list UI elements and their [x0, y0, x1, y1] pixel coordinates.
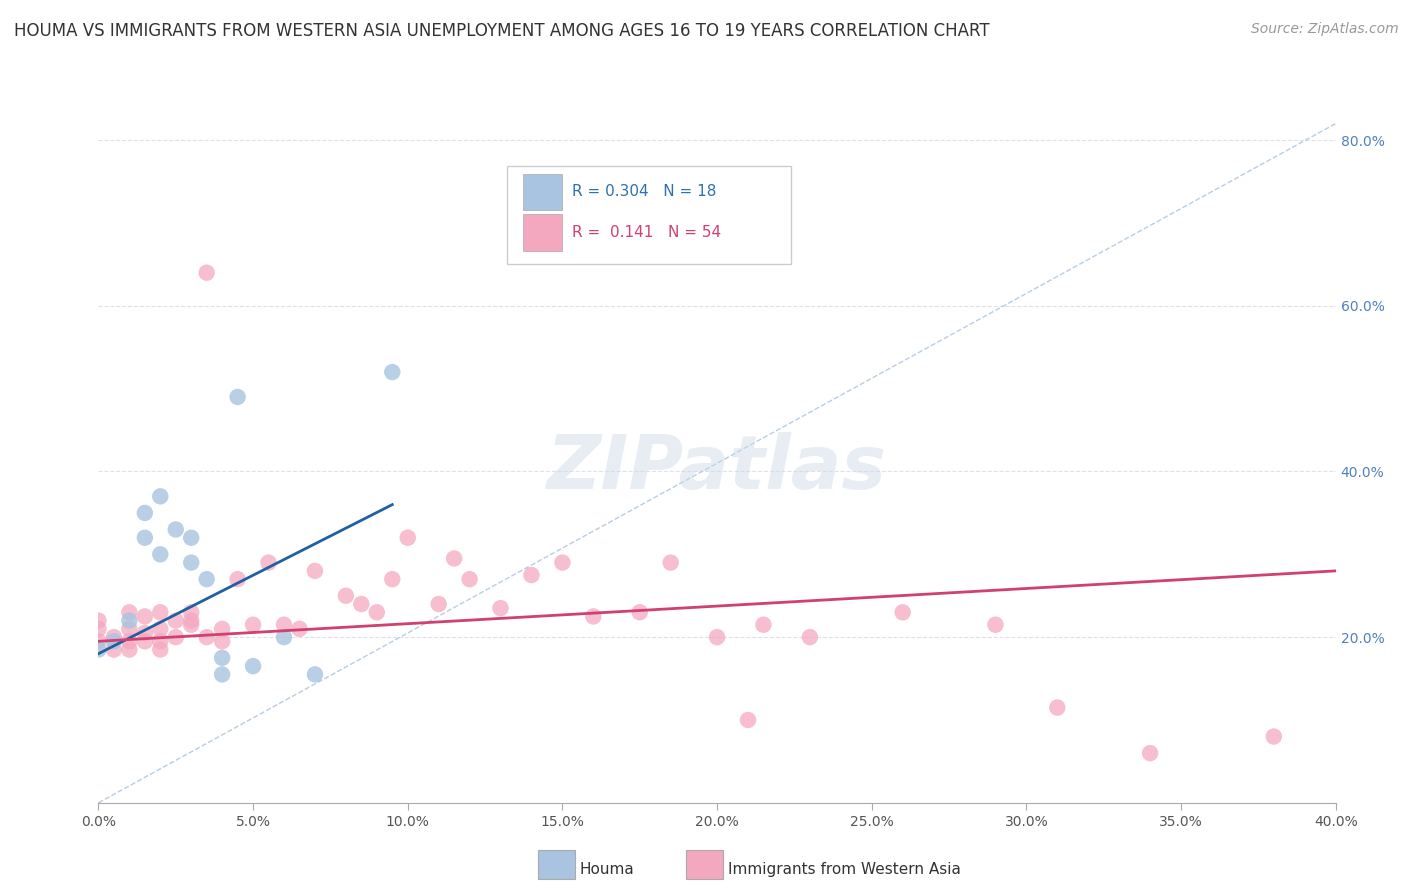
Point [180, 614, 202, 628]
Point [257, 556, 280, 570]
Text: Source: ZipAtlas.com: Source: ZipAtlas.com [1251, 22, 1399, 37]
Text: ZIPatlas: ZIPatlas [547, 433, 887, 506]
Point [288, 622, 311, 636]
Point [118, 605, 141, 619]
Point [118, 642, 141, 657]
Point [134, 634, 156, 648]
Point [165, 630, 187, 644]
Point [242, 659, 264, 673]
Point [520, 568, 543, 582]
Point [134, 626, 156, 640]
Point [226, 572, 249, 586]
Point [211, 634, 233, 648]
Text: Immigrants from Western Asia: Immigrants from Western Asia [728, 863, 962, 877]
Point [799, 630, 821, 644]
Point [659, 556, 682, 570]
Point [1139, 746, 1161, 760]
Point [149, 642, 172, 657]
Point [149, 634, 172, 648]
Point [87, 642, 110, 657]
Point [103, 634, 125, 648]
Point [87, 622, 110, 636]
Text: R = 0.304   N = 18: R = 0.304 N = 18 [572, 185, 717, 199]
Text: HOUMA VS IMMIGRANTS FROM WESTERN ASIA UNEMPLOYMENT AMONG AGES 16 TO 19 YEARS COR: HOUMA VS IMMIGRANTS FROM WESTERN ASIA UN… [14, 22, 990, 40]
Point [134, 609, 156, 624]
Point [180, 605, 202, 619]
Point [165, 523, 187, 537]
Point [304, 667, 326, 681]
Point [984, 617, 1007, 632]
FancyBboxPatch shape [523, 214, 562, 251]
Point [427, 597, 450, 611]
Point [226, 390, 249, 404]
FancyBboxPatch shape [506, 166, 792, 263]
Point [706, 630, 728, 644]
Point [149, 489, 172, 503]
Point [458, 572, 481, 586]
Point [180, 556, 202, 570]
Point [118, 634, 141, 648]
Point [211, 622, 233, 636]
Point [134, 506, 156, 520]
Point [335, 589, 357, 603]
Point [381, 365, 404, 379]
Point [489, 601, 512, 615]
Point [195, 572, 218, 586]
Point [381, 572, 404, 586]
Point [628, 605, 651, 619]
Point [149, 622, 172, 636]
Point [273, 617, 295, 632]
Point [891, 605, 914, 619]
Point [551, 556, 574, 570]
Point [273, 630, 295, 644]
Point [737, 713, 759, 727]
Point [211, 651, 233, 665]
Point [180, 617, 202, 632]
Point [149, 547, 172, 561]
Point [304, 564, 326, 578]
Point [242, 617, 264, 632]
Point [180, 531, 202, 545]
Point [103, 642, 125, 657]
Point [118, 622, 141, 636]
Point [752, 617, 775, 632]
Point [118, 614, 141, 628]
Point [1263, 730, 1285, 744]
Point [195, 266, 218, 280]
Point [87, 634, 110, 648]
Point [396, 531, 419, 545]
Point [149, 605, 172, 619]
Point [103, 630, 125, 644]
Point [195, 630, 218, 644]
Point [350, 597, 373, 611]
Point [87, 614, 110, 628]
Point [211, 667, 233, 681]
Point [582, 609, 605, 624]
Point [165, 614, 187, 628]
Point [134, 531, 156, 545]
Text: Houma: Houma [579, 863, 634, 877]
Point [1046, 700, 1069, 714]
Point [366, 605, 388, 619]
FancyBboxPatch shape [523, 174, 562, 210]
Point [443, 551, 465, 566]
Text: R =  0.141   N = 54: R = 0.141 N = 54 [572, 225, 721, 240]
